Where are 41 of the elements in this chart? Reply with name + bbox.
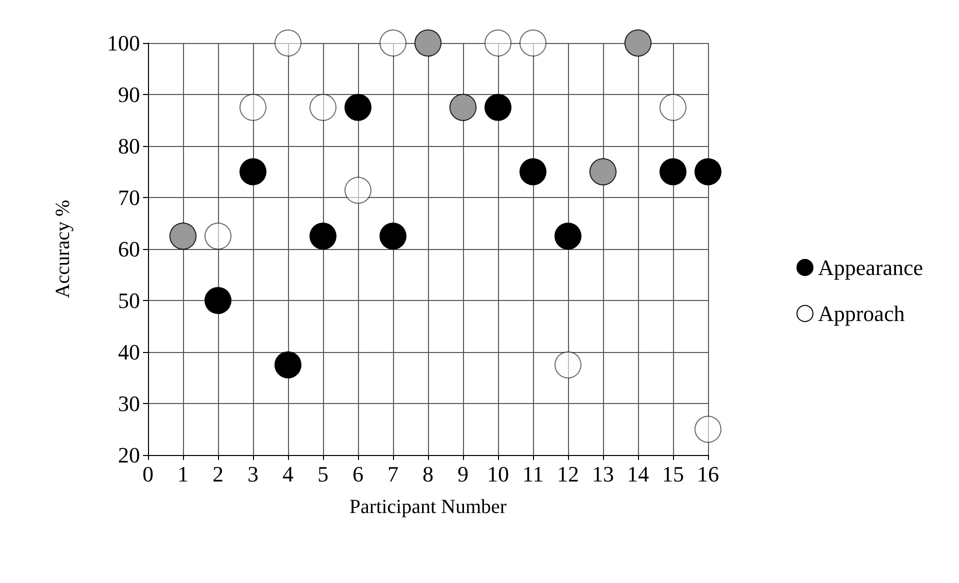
x-tick-label: 7 xyxy=(388,462,398,486)
y-tick-label: 30 xyxy=(118,391,140,416)
point xyxy=(520,158,546,186)
y-tick-label: 80 xyxy=(118,134,140,158)
x-tick-label: 3 xyxy=(248,462,258,486)
x-axis-title: Participant Number xyxy=(349,496,507,518)
point xyxy=(204,287,232,314)
x-tick-label: 5 xyxy=(318,462,328,486)
point xyxy=(484,94,512,121)
x-tick-label: 8 xyxy=(422,462,434,486)
x-tick-label: 9 xyxy=(458,462,468,486)
y-tick-label: 20 xyxy=(118,442,140,468)
legend-label: Approach xyxy=(818,301,905,326)
x-tick-label: 4 xyxy=(282,462,294,486)
x-tick-label: 10 xyxy=(487,462,509,486)
x-tick-label: 1 xyxy=(178,462,188,486)
y-tick-label: 50 xyxy=(118,288,140,313)
x-tick-label: 14 xyxy=(627,462,649,486)
point xyxy=(660,158,686,186)
x-tick-label: 15 xyxy=(662,462,684,486)
point xyxy=(380,222,406,250)
x-tick-label: 13 xyxy=(592,462,614,486)
x-tick-label: 0 xyxy=(142,462,154,486)
point xyxy=(240,158,266,186)
y-axis-title: Accuracy % xyxy=(52,200,74,298)
point xyxy=(310,222,336,250)
x-tick-label: 6 xyxy=(352,462,364,486)
point xyxy=(274,351,302,378)
y-tick-label: 100 xyxy=(107,30,140,56)
y-tick-label: 90 xyxy=(118,82,140,107)
x-tick-label: 2 xyxy=(212,462,224,486)
point xyxy=(554,222,582,250)
y-tick-label: 60 xyxy=(118,236,140,262)
y-tick-label: 40 xyxy=(118,340,140,364)
x-tick-label: 16 xyxy=(697,462,719,486)
point xyxy=(694,158,722,186)
legend-label: Appearance xyxy=(818,255,924,280)
y-tick-label: 70 xyxy=(118,185,140,210)
x-tick-label: 12 xyxy=(557,462,579,486)
point xyxy=(344,94,372,121)
x-tick-label: 11 xyxy=(522,462,544,486)
